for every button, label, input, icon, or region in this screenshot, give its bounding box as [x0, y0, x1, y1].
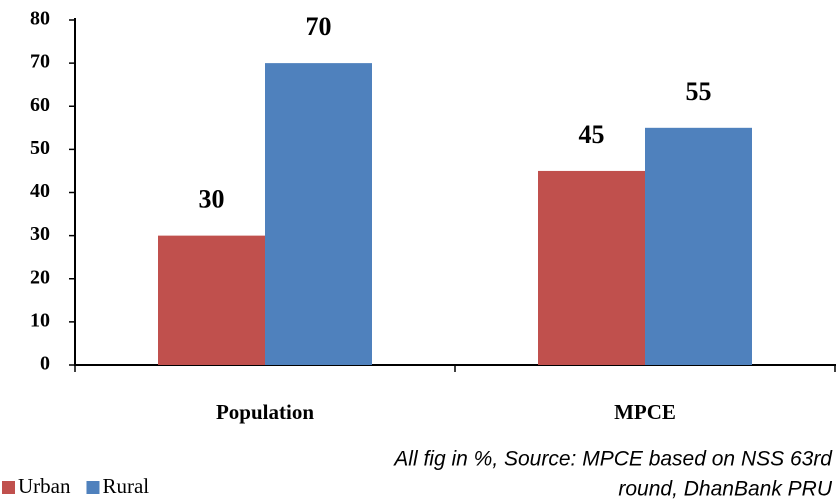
y-tick-label: 40 [30, 180, 50, 202]
annotation: round, DhanBank PRU [618, 478, 832, 501]
annotation: All fig in %, Source: MPCE based on NSS … [392, 448, 833, 471]
bar [538, 170, 645, 365]
y-tick-label: 30 [30, 223, 50, 245]
y-tick-label: 0 [40, 353, 50, 375]
data-label: 70 [306, 12, 332, 41]
y-tick-label: 20 [30, 266, 50, 288]
data-label: 45 [579, 120, 605, 149]
bar [265, 63, 372, 365]
y-tick-label: 10 [30, 309, 50, 331]
x-tick-label: MPCE [614, 400, 676, 424]
y-tick-label: 70 [30, 51, 50, 73]
legend-swatch [86, 481, 100, 494]
legend-label: Urban [18, 474, 71, 498]
bar [645, 127, 752, 365]
y-tick-label: 50 [30, 137, 50, 159]
bar [158, 235, 265, 365]
x-tick-label: Population [216, 400, 314, 424]
data-label: 30 [199, 185, 225, 214]
legend-label: Rural [102, 474, 149, 498]
y-tick-label: 80 [30, 8, 50, 30]
data-label: 55 [686, 77, 712, 106]
legend-swatch [2, 481, 15, 494]
y-tick-label: 60 [30, 94, 50, 116]
